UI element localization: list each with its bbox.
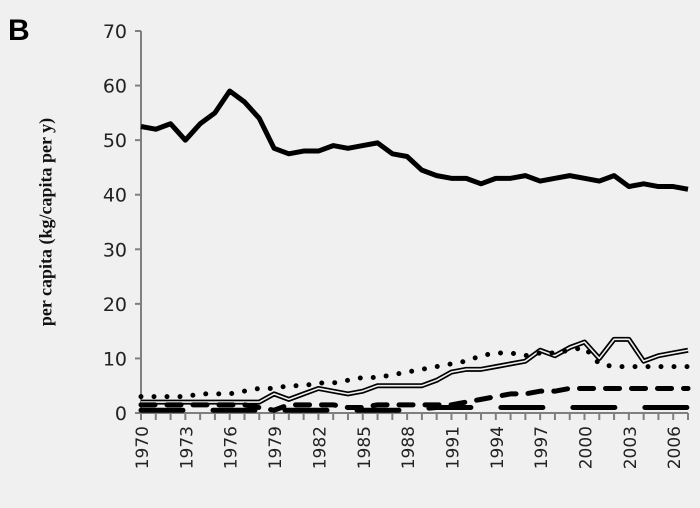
x-tick-label: 1970: [133, 426, 153, 469]
x-tick-label: 1997: [532, 426, 552, 469]
y-tick-label: 40: [103, 185, 127, 207]
x-tick-label: 2003: [621, 426, 641, 469]
x-tick-label: 1979: [266, 426, 286, 469]
x-tick-label: 1982: [310, 426, 330, 469]
series-line-1-inner: [141, 338, 689, 403]
x-tick-label: 2006: [665, 426, 685, 469]
y-tick-label: 10: [103, 348, 127, 370]
y-tick-label: 0: [115, 403, 127, 425]
y-tick-label: 60: [103, 76, 127, 98]
y-tick-label: 20: [103, 294, 127, 316]
series-line-3: [138, 385, 691, 413]
series-line-2: [138, 345, 691, 400]
x-tick-label: 2000: [577, 426, 597, 469]
x-tick-label: 1985: [355, 426, 375, 469]
x-tick-label: 1973: [177, 426, 197, 469]
x-tick-label: 1991: [443, 426, 463, 469]
series-line-0: [140, 88, 689, 192]
x-tick-label: 1988: [399, 426, 419, 469]
panel-label: B: [8, 14, 30, 47]
y-tick-label: 30: [103, 239, 127, 261]
series-line-4: [138, 405, 691, 413]
y-tick-label: 50: [103, 130, 127, 152]
x-tick-label: 1976: [222, 426, 242, 469]
x-tick-label: 1994: [488, 426, 508, 469]
y-tick-label: 70: [103, 21, 127, 43]
